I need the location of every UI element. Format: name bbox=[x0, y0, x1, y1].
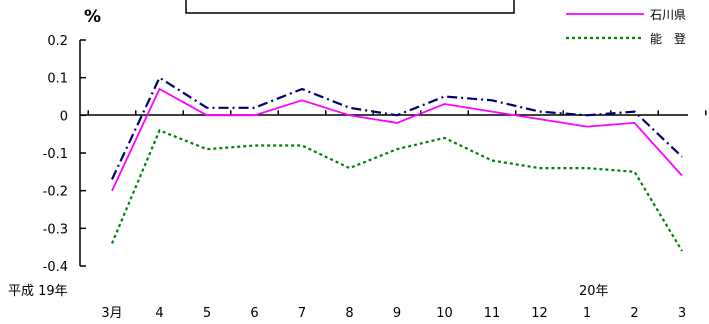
x-category-label: 1 bbox=[583, 306, 591, 321]
x-category-label: 12 bbox=[531, 306, 548, 321]
x-ticks: 3月 4 5 6 7 8 9 10 11 12 1 2 3平成 19年 20年 bbox=[8, 110, 707, 321]
y-ticks: 0.2 0.1 0 -0.1 -0.2 -0.3 -0.4 bbox=[43, 34, 86, 275]
x-category-label: 6 bbox=[250, 306, 258, 321]
x-category-label: 4 bbox=[155, 306, 163, 321]
legend-box-fragment bbox=[185, 0, 515, 14]
x-category-label: 3 bbox=[678, 306, 686, 321]
y-tick-label: 0 bbox=[60, 109, 68, 124]
x-category-label: 9 bbox=[393, 306, 401, 321]
x-category-label: 2 bbox=[630, 306, 638, 321]
x-category-label: 8 bbox=[345, 306, 353, 321]
y-tick-label: -0.2 bbox=[43, 185, 68, 200]
y-tick-label: 0.1 bbox=[47, 72, 68, 87]
series-line-1 bbox=[111, 87, 683, 192]
series-line-0 bbox=[111, 76, 683, 180]
legend-label: 石川県 bbox=[650, 8, 686, 22]
x-category-label: 7 bbox=[298, 306, 306, 321]
y-tick-label: -0.3 bbox=[43, 222, 68, 237]
x-category-label: 5 bbox=[203, 306, 211, 321]
y-tick-label: -0.1 bbox=[43, 147, 68, 162]
series-line-2 bbox=[110, 128, 683, 252]
y-tick-label: 0.2 bbox=[47, 34, 68, 49]
series-layer bbox=[110, 76, 683, 252]
x-year-label: 平成 19年 bbox=[8, 284, 68, 299]
axes bbox=[79, 40, 688, 266]
x-category-label: 3月 bbox=[101, 306, 122, 321]
x-year-label: 20年 bbox=[579, 284, 609, 299]
x-category-label: 10 bbox=[436, 306, 453, 321]
y-axis-unit-label: % bbox=[84, 7, 101, 27]
y-tick-label: -0.4 bbox=[43, 260, 68, 275]
x-category-label: 11 bbox=[484, 306, 501, 321]
legend-label: 能 登 bbox=[650, 31, 686, 46]
